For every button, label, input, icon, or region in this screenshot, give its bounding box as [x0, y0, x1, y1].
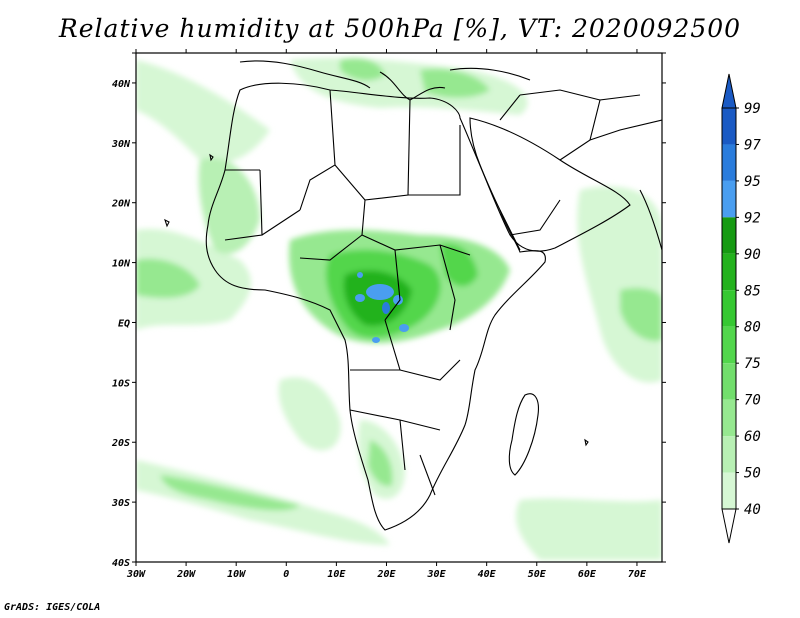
coastlines [164, 60, 662, 531]
colorbar-label: 97 [744, 137, 761, 153]
y-tick-label: 10S [112, 378, 130, 389]
colorbar-label: 40 [744, 502, 761, 518]
colorbar-segment [722, 326, 736, 364]
y-tick-label: 40S [112, 558, 130, 569]
y-tick-label: 20S [111, 438, 130, 449]
colorbar-segment [722, 399, 736, 437]
colorbar-frame [721, 107, 737, 510]
y-axis: 40N 30N 20N 10N EQ 10S 20S 30S 40S [111, 52, 666, 569]
colorbar-label: 50 [744, 466, 761, 482]
x-tick-label: 60E [578, 569, 597, 580]
colorbar-segment [722, 108, 736, 145]
x-tick-label: 70E [628, 569, 647, 580]
colorbar-label: 99 [744, 101, 761, 117]
high-humidity-patches [355, 272, 409, 343]
colorbar-segment [722, 472, 736, 509]
credit-text: GrADS: IGES/COLA [4, 602, 101, 613]
colorbar: 99 97 95 92 90 85 80 75 70 60 50 40 [721, 73, 761, 544]
colorbar-segment [722, 363, 736, 400]
y-tick-label: 10N [112, 259, 131, 270]
y-tick-label: 30S [111, 498, 130, 509]
y-tick-label: 30N [111, 139, 131, 150]
colorbar-segment [722, 436, 736, 473]
colorbar-label: 75 [744, 356, 761, 372]
x-tick-label: 20W [176, 569, 196, 580]
y-tick-label: 40N [112, 79, 131, 90]
colorbar-label: 95 [744, 174, 761, 190]
colorbar-label: 60 [744, 429, 761, 445]
map-title: Relative humidity at 500hPa [%], VT: 202… [58, 14, 742, 43]
x-tick-label: 10W [227, 569, 246, 580]
colorbar-label: 92 [744, 210, 761, 226]
x-axis: 30W 20W 10W 0 10E 20E 30E 40E 50E 60E 70E [126, 49, 647, 580]
colorbar-segment [722, 253, 736, 291]
x-tick-label: 30W [126, 569, 146, 580]
x-tick-label: 30E [427, 569, 447, 580]
x-tick-label: 20E [376, 569, 396, 580]
colorbar-segment [722, 144, 736, 181]
map-frame [135, 52, 663, 563]
colorbar-above-triangle [721, 73, 737, 109]
colorbar-segment [722, 180, 736, 218]
colorbar-label: 80 [744, 320, 761, 336]
colorbar-below-triangle [721, 508, 737, 544]
x-tick-label: 10E [327, 569, 346, 580]
colorbar-label: 85 [744, 283, 761, 299]
humidity-field [136, 53, 662, 562]
y-tick-label: EQ [118, 318, 130, 329]
x-tick-label: 40E [478, 569, 497, 580]
colorbar-segment [722, 217, 736, 254]
colorbar-segment [722, 290, 736, 327]
x-tick-label: 0 [283, 569, 289, 580]
y-tick-label: 20N [111, 199, 131, 210]
colorbar-label: 70 [744, 393, 761, 409]
x-tick-label: 50E [528, 569, 547, 580]
colorbar-label: 90 [744, 247, 761, 263]
